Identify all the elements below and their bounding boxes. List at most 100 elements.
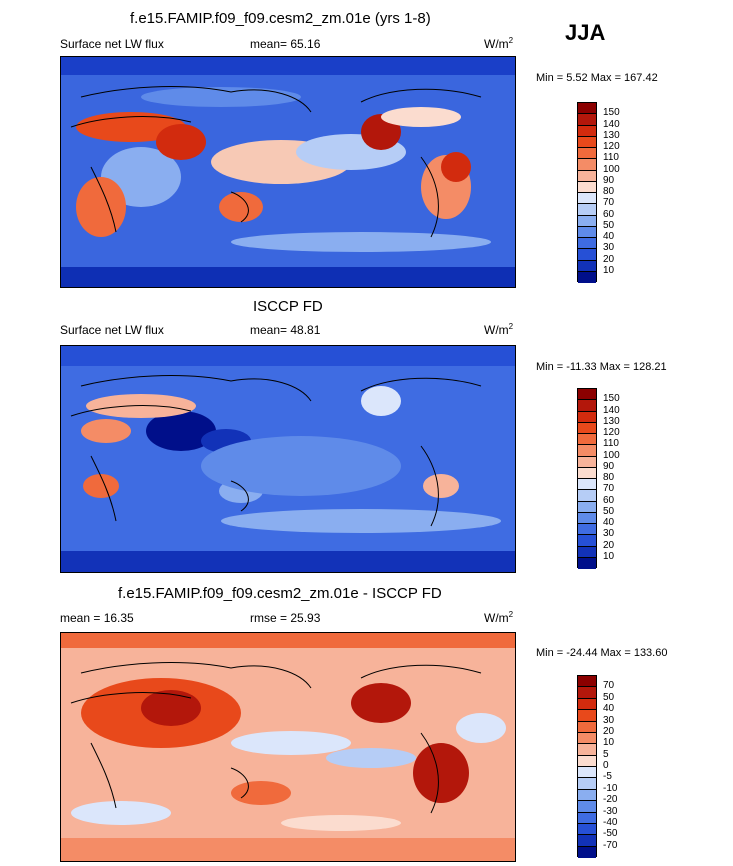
panel-2-minmax: Min = -11.33 Max = 128.21 [536,361,667,373]
panel-3-rmse: rmse = 25.93 [250,611,321,625]
colorbar-tick-label: 5 [603,748,609,760]
colorbar-segment [578,535,596,547]
colorbar-tick-label: 90 [603,174,615,186]
colorbar-tick-label: 40 [603,231,615,242]
colorbar-tick-label: 20 [603,253,615,265]
panel-3-title: f.e15.FAMIP.f09_f09.cesm2_zm.01e - ISCCP… [118,585,442,602]
panel-1-mean: mean= 65.16 [250,37,321,51]
panel-2-title: ISCCP FD [253,298,323,315]
colorbar-segment [578,445,596,457]
colorbar-tick-label: 70 [603,680,615,692]
colorbar-segment [578,732,596,745]
colorbar-tick-label: -10 [603,782,618,794]
colorbar-segment [578,835,596,847]
colorbar-tick-label: 30 [603,242,615,254]
colorbar-tick-label: -5 [603,771,612,783]
colorbar-segment [578,546,596,558]
colorbar-segment [578,456,596,468]
colorbar-tick-label: -40 [603,816,618,828]
colorbar-segment [578,136,596,148]
panel-2-variable-label: Surface net LW flux [60,323,164,337]
colorbar-segment [578,103,596,115]
colorbar-tick-label: 0 [603,760,609,771]
colorbar-segment [578,260,596,272]
panel-1-variable-label: Surface net LW flux [60,37,164,51]
colorbar-segment [578,389,596,401]
panel-1-minmax: Min = 5.52 Max = 167.42 [536,72,658,84]
colorbar-tick-label: 130 [603,129,620,141]
colorbar-segment [578,789,596,802]
colorbar-segment [578,710,596,722]
colorbar-tick-label: 50 [603,691,615,703]
colorbar-tick-label: 150 [603,393,620,405]
colorbar-tick-label: 110 [603,438,619,450]
season-label: JJA [565,20,606,45]
colorbar-segment [578,812,596,824]
colorbar-tick-label: 80 [603,186,615,197]
colorbar-segment [578,159,596,171]
colorbar-segment [578,755,596,767]
panel-2-units: W/m2 [484,322,514,337]
colorbar-tick-label: 10 [603,550,615,562]
colorbar-segment [578,479,596,491]
colorbar-segment [578,204,596,216]
colorbar-tick-label: 30 [603,714,615,726]
panel-3-colorbar [577,675,597,858]
colorbar-segment [578,846,596,858]
colorbar-tick-label: -20 [603,794,618,806]
colorbar-tick-label: 60 [603,208,615,220]
colorbar-segment [578,148,596,160]
colorbar-segment [578,512,596,524]
colorbar-segment [578,744,596,756]
colorbar-segment [578,524,596,536]
colorbar-tick-label: 60 [603,494,615,506]
panel-2-colorbar [577,388,597,569]
colorbar-segment [578,687,596,699]
colorbar-segment [578,114,596,126]
colorbar-segment [578,271,596,283]
colorbar-segment [578,422,596,434]
colorbar-tick-label: 10 [603,737,615,749]
colorbar-segment [578,721,596,733]
colorbar-tick-label: 120 [603,427,620,438]
colorbar-tick-label: 70 [603,197,615,209]
panel-3-units: W/m2 [484,610,514,625]
panel-3-map [60,632,516,862]
colorbar-segment [578,557,596,569]
colorbar-tick-label: 120 [603,141,620,152]
colorbar-tick-label: 150 [603,107,620,119]
colorbar-tick-label: -30 [603,805,618,817]
panel-1-title: f.e15.FAMIP.f09_f09.cesm2_zm.01e (yrs 1-… [130,10,431,27]
colorbar-segment [578,125,596,137]
colorbar-segment [578,193,596,205]
colorbar-tick-label: 110 [603,152,619,164]
colorbar-segment [578,400,596,412]
colorbar-tick-label: 80 [603,472,615,483]
colorbar-tick-label: 140 [603,404,620,416]
colorbar-segment [578,823,596,836]
colorbar-segment [578,490,596,502]
panel-1-colorbar [577,102,597,283]
colorbar-tick-label: 70 [603,483,615,495]
colorbar-segment [578,676,596,688]
colorbar-tick-label: 40 [603,517,615,528]
colorbar-segment [578,434,596,446]
panel-2-mean: mean= 48.81 [250,323,321,337]
colorbar-segment [578,501,596,513]
colorbar-tick-label: 50 [603,219,615,231]
colorbar-segment [578,249,596,261]
colorbar-segment [578,698,596,711]
colorbar-tick-label: -70 [603,839,618,851]
panel-1-units: W/m2 [484,36,514,51]
colorbar-segment [578,181,596,193]
panel-3-mean: mean = 16.35 [60,611,134,625]
colorbar-tick-label: -50 [603,828,618,840]
colorbar-tick-label: 30 [603,528,615,540]
panel-2-map [60,345,516,573]
colorbar-tick-label: 20 [603,725,615,737]
panel-3-minmax: Min = -24.44 Max = 133.60 [536,647,668,659]
colorbar-tick-label: 90 [603,460,615,472]
colorbar-segment [578,226,596,238]
colorbar-segment [578,467,596,479]
colorbar-tick-label: 10 [603,264,615,276]
